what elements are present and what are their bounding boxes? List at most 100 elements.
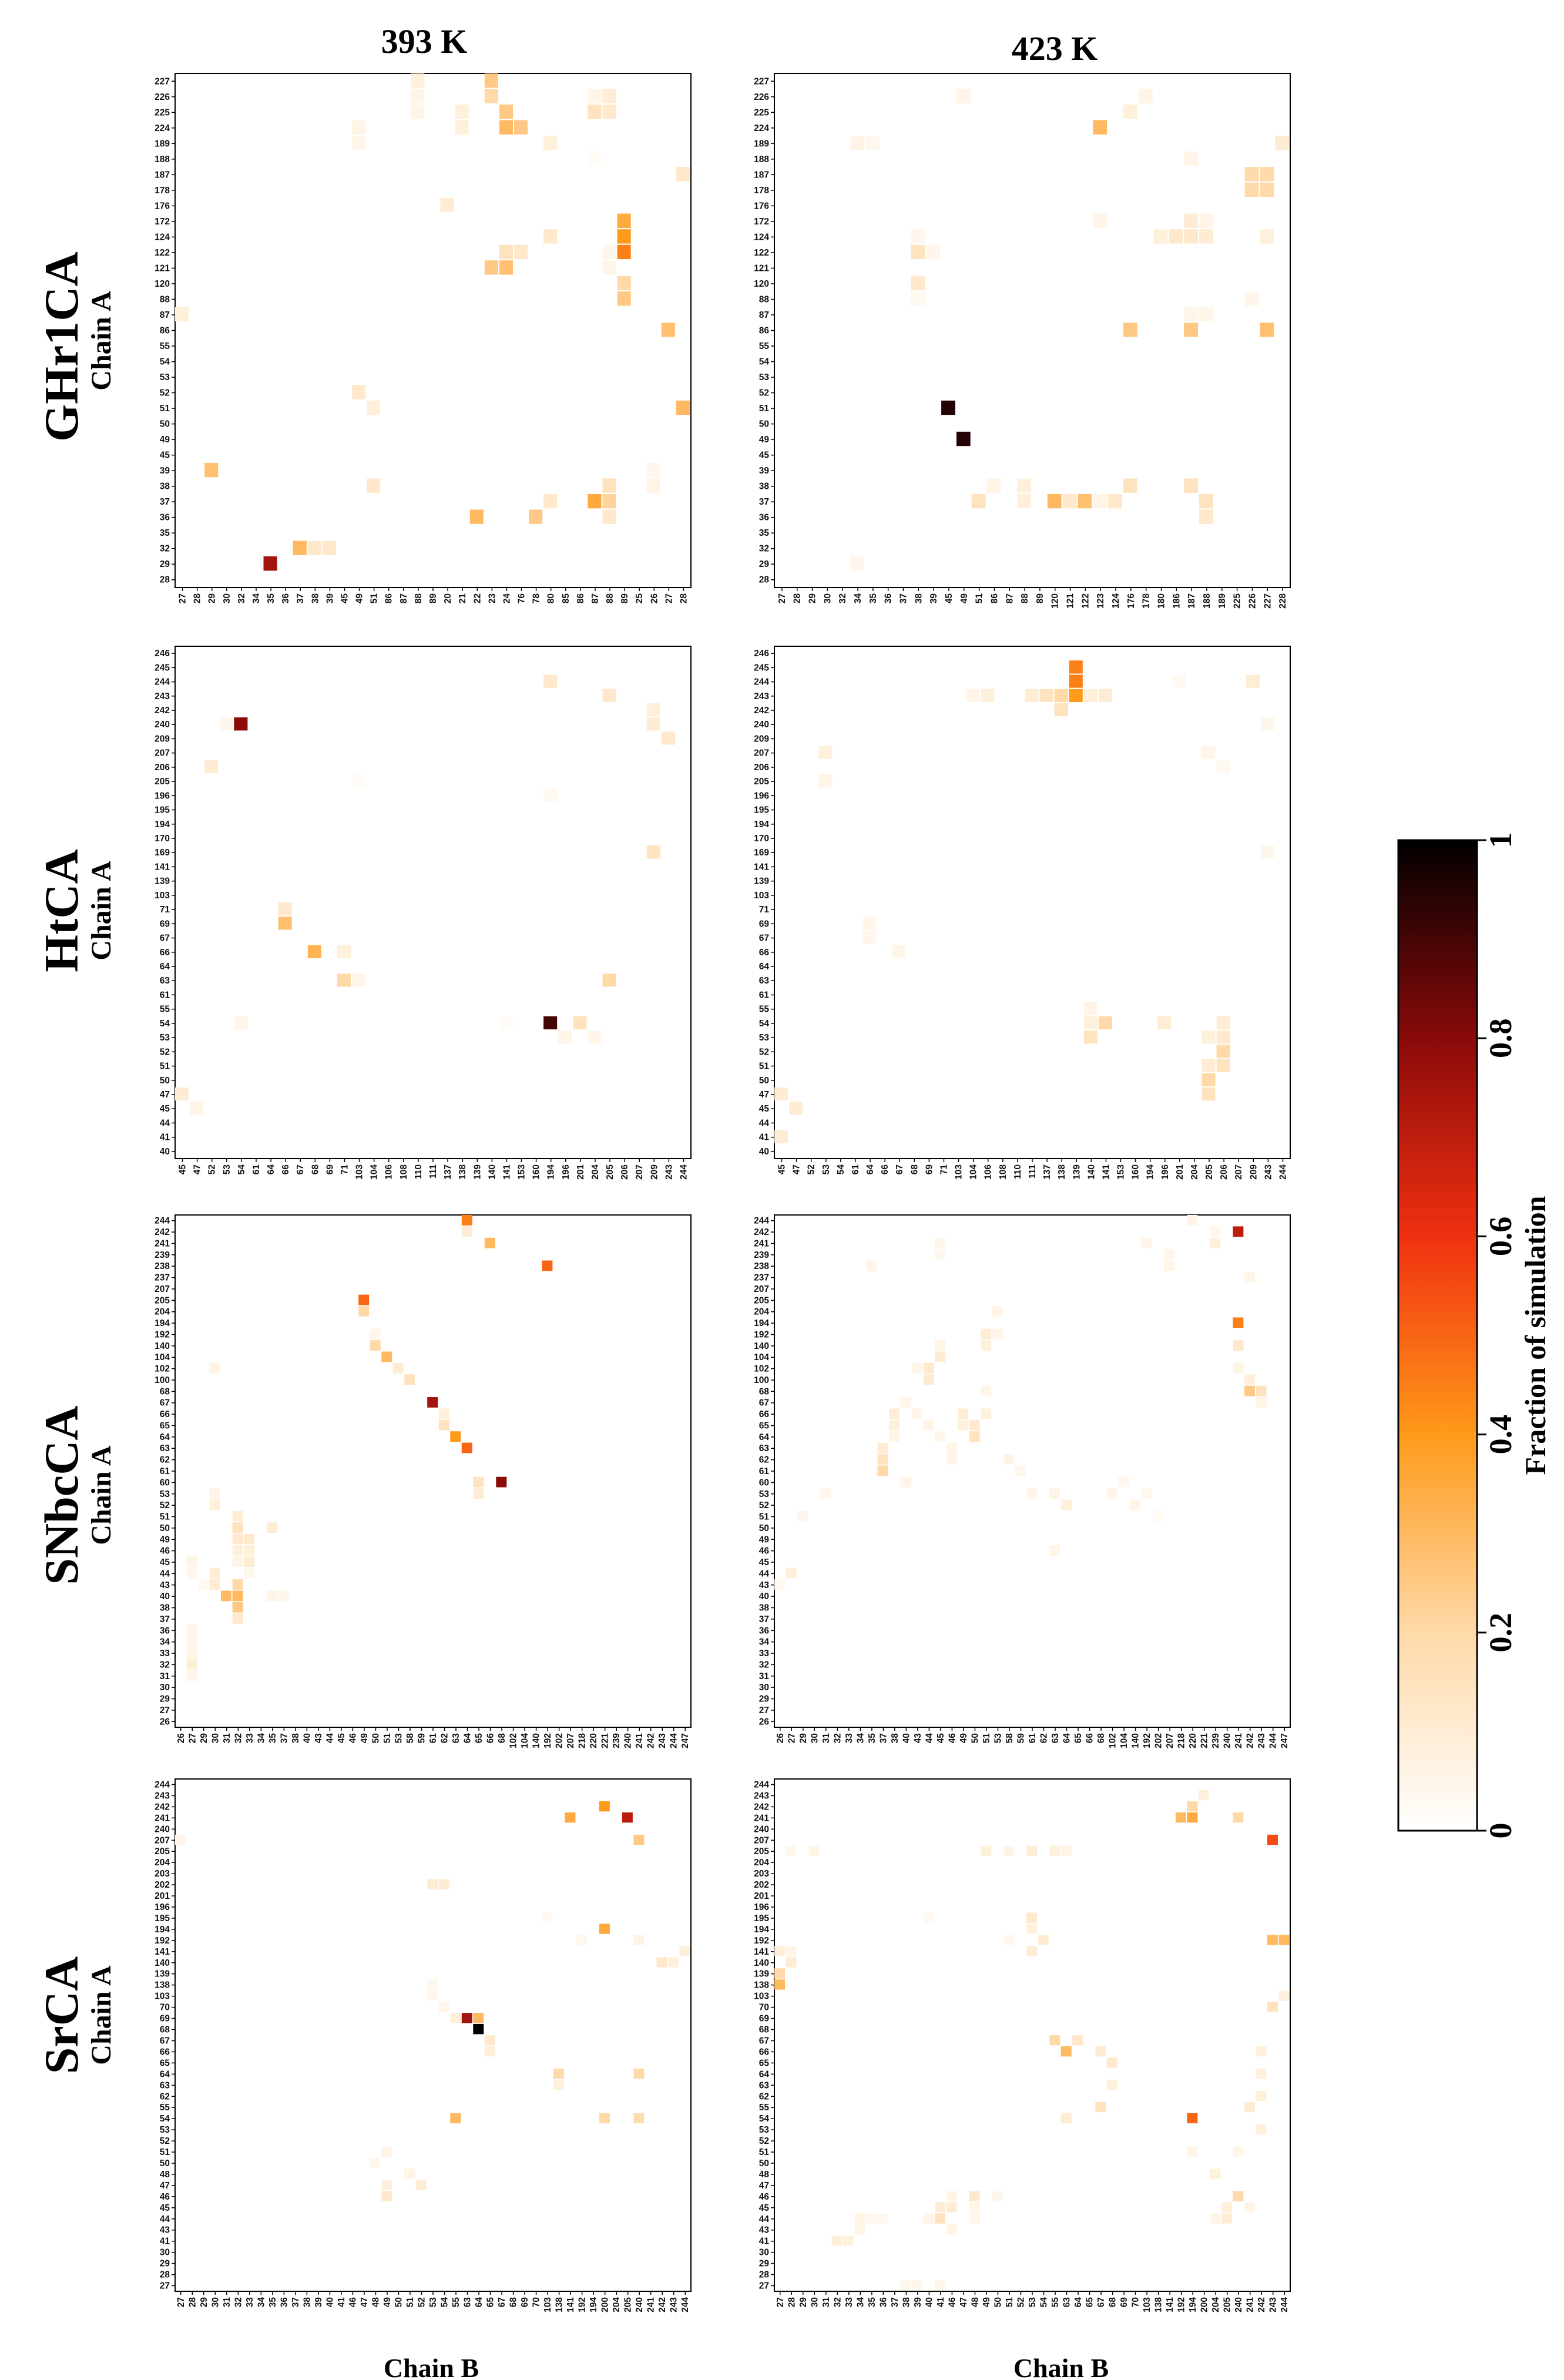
heatmap-cell <box>392 1362 404 1374</box>
x-tick-label: 201 <box>576 1164 586 1180</box>
x-tick-label: 67 <box>1096 2297 1106 2307</box>
heatmap-cell <box>1141 1488 1152 1499</box>
heatmap-cell <box>1026 1845 1038 1857</box>
heatmap-cell <box>427 1979 438 1990</box>
x-tick-label: 45 <box>178 1164 188 1175</box>
x-tick-label: 39 <box>913 2297 923 2308</box>
heatmap-cell <box>1106 2057 1117 2068</box>
y-tick-label: 31 <box>160 1671 170 1681</box>
y-tick-label: 46 <box>759 1546 770 1556</box>
heatmap-cell <box>1210 2213 1221 2224</box>
y-tick-label: 242 <box>155 1802 170 1812</box>
x-tick-label: 64 <box>865 1164 875 1175</box>
heatmap-cell <box>1187 2113 1198 2124</box>
x-tick-label: 39 <box>325 593 335 604</box>
heatmap-cell <box>1199 509 1213 524</box>
y-tick-label: 121 <box>754 263 769 273</box>
x-tick-label: 31 <box>821 2297 831 2308</box>
heatmap-cell <box>358 1294 370 1305</box>
y-tick-label: 47 <box>160 1090 170 1100</box>
y-tick-label: 246 <box>754 649 769 659</box>
y-tick-label: 240 <box>155 1824 170 1834</box>
y-tick-label: 47 <box>160 2181 170 2191</box>
heatmap-cell <box>946 2191 957 2201</box>
x-tick-label: 44 <box>924 1733 934 1744</box>
heatmap-cell <box>1054 703 1068 717</box>
y-tick-label: 205 <box>754 777 769 787</box>
heatmap-cell <box>1098 689 1112 702</box>
y-tick-label: 207 <box>754 1284 769 1294</box>
heatmap-cell <box>676 167 690 182</box>
x-tick-label: 139 <box>472 1164 482 1180</box>
x-tick-label: 241 <box>1234 1733 1244 1748</box>
heatmap-cell <box>911 276 925 291</box>
y-tick-label: 71 <box>160 905 170 915</box>
heatmap-cell <box>1267 1834 1278 1845</box>
x-axis-label-left: Chain B <box>384 2353 479 2380</box>
heatmap-cell <box>1244 1385 1255 1397</box>
heatmap-cell <box>1138 89 1153 103</box>
y-tick-label: 53 <box>759 372 770 382</box>
heatmap-cell <box>186 1659 197 1670</box>
x-tick-label: 63 <box>451 1733 461 1744</box>
heatmap-cell <box>1152 1510 1163 1522</box>
x-tick-label: 206 <box>620 1164 630 1180</box>
x-tick-label: 103 <box>355 1164 365 1180</box>
heatmap-cell <box>461 1442 472 1453</box>
heatmap-cell <box>602 494 616 509</box>
y-tick-label: 65 <box>759 2058 770 2068</box>
x-tick-label: 244 <box>1268 1733 1278 1748</box>
heatmap-cell <box>850 136 864 150</box>
heatmap-cell <box>900 1476 911 1488</box>
y-tick-label: 207 <box>155 748 170 758</box>
y-tick-label: 49 <box>759 1535 770 1545</box>
y-tick-label: 50 <box>160 419 170 429</box>
x-tick-label: 140 <box>1131 1733 1141 1748</box>
x-tick-label: 102 <box>509 1733 519 1748</box>
heatmap-cell <box>935 2213 946 2224</box>
y-tick-label: 240 <box>754 1824 769 1834</box>
x-tick-label: 37 <box>291 2297 301 2307</box>
heatmap-cell <box>911 291 925 306</box>
y-tick-label: 194 <box>155 1925 170 1935</box>
x-tick-label: 64 <box>1062 1733 1072 1744</box>
heatmap-frame <box>174 1214 692 1728</box>
heatmap-cell <box>427 1990 438 2001</box>
heatmap-cell <box>450 2113 461 2124</box>
heatmap-cell <box>617 291 631 306</box>
heatmap-cell <box>1095 2046 1106 2057</box>
heatmap-frame <box>174 1778 692 2292</box>
protein-name: HtCA <box>35 849 88 972</box>
y-tick-label: 100 <box>754 1375 769 1385</box>
x-tick-label: 244 <box>669 1733 679 1748</box>
x-tick-label: 29 <box>808 593 818 604</box>
heatmap-cell <box>415 2180 427 2190</box>
y-tick-label: 103 <box>754 891 769 901</box>
y-tick-label: 38 <box>160 482 170 492</box>
heatmap-cell <box>956 431 971 447</box>
heatmap-cell <box>969 2191 980 2201</box>
heatmap-cell <box>617 244 631 260</box>
y-tick-label: 196 <box>754 1902 769 1912</box>
heatmap-cell <box>850 556 864 571</box>
heatmap-cell <box>186 1624 197 1636</box>
heatmap-cell <box>543 229 558 244</box>
heatmap-cell <box>1093 494 1107 509</box>
x-tick-label: 141 <box>1165 2297 1175 2312</box>
heatmap-cell <box>232 1545 243 1556</box>
heatmap-frame <box>774 1214 1291 1728</box>
heatmap-cell <box>1278 1935 1290 1945</box>
x-tick-label: 187 <box>1187 593 1197 609</box>
heatmap-cell <box>1275 136 1289 150</box>
heatmap-cell <box>186 1567 197 1579</box>
x-tick-label: 61 <box>1028 1733 1038 1744</box>
y-tick-label: 195 <box>155 805 170 815</box>
y-tick-label: 52 <box>759 2136 769 2146</box>
heatmap-cell <box>1233 1226 1244 1237</box>
x-tick-label: 45 <box>337 1733 347 1744</box>
y-tick-label: 192 <box>754 1936 769 1946</box>
y-tick-label: 46 <box>160 2192 170 2202</box>
heatmap-cell <box>1184 478 1198 493</box>
y-tick-label: 104 <box>754 1352 769 1362</box>
heatmap-cell <box>1256 1385 1267 1397</box>
